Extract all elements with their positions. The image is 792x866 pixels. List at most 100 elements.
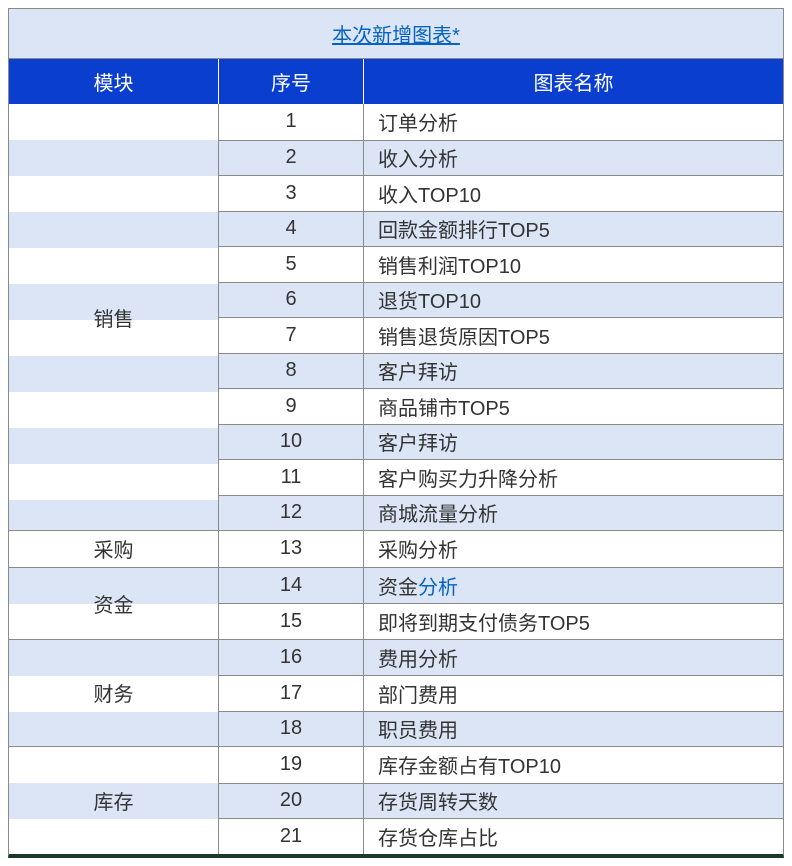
module-block: 库存19 库存金额占有TOP10 20 存货周转天数 21 存货仓库占比 [9, 746, 783, 854]
chart-name-text: 费用分析 [378, 643, 458, 672]
cell-index: 11 [219, 460, 364, 495]
table-body: 销售1 订单分析 2收入分析3 收入TOP10 4 回款金额排行TOP5 5 销售利润TOP1… [9, 104, 783, 854]
chart-name-text: 收入分析 [378, 143, 458, 172]
table-row: 15 即将到期支付债务TOP5 [219, 603, 783, 639]
table-row: 9 商品铺市TOP5 [219, 388, 783, 424]
table-row: 10 客户拜访 [219, 424, 783, 460]
header-module: 模块 [9, 59, 219, 104]
table-row: 8客户拜访 [219, 353, 783, 389]
cell-index: 10 [219, 425, 364, 460]
chart-name-text: 订单分析 [378, 107, 458, 136]
module-label: 财务 [9, 640, 219, 747]
cell-name: 销售利润TOP10 [364, 247, 783, 282]
chart-name-text: 存货仓库占比 [378, 822, 498, 851]
cell-name: 收入分析 [364, 141, 783, 176]
cell-name: 部门费用 [364, 676, 783, 711]
chart-name-text: 销售退货原因TOP5 [378, 321, 550, 350]
cell-index: 9 [219, 389, 364, 424]
module-label: 销售 [9, 104, 219, 530]
table-row: 4 回款金额排行TOP5 [219, 211, 783, 247]
module-block: 销售1 订单分析 2收入分析3 收入TOP10 4 回款金额排行TOP5 5 销售利润TOP1… [9, 104, 783, 530]
charts-table: 本次新增图表* 模块 序号 图表名称 销售1 订单分析 2收入分析3 收入TOP10 4… [8, 8, 784, 858]
module-block: 财务16 费用分析 17 部门费用 18职员费用 [9, 639, 783, 747]
module-block: 资金14资金分析15即将到期支付债务TOP5 [9, 567, 783, 639]
chart-name-text: 职员费用 [378, 714, 458, 743]
chart-name-text: 回款金额排行TOP5 [378, 214, 550, 243]
cell-name: 订单分析 [364, 104, 783, 140]
table-row: 3 收入TOP10 [219, 175, 783, 211]
cell-name: 收入TOP10 [364, 176, 783, 211]
table-row: 1 订单分析 [219, 104, 783, 140]
table-row: 16 费用分析 [219, 640, 783, 676]
cell-index: 20 [219, 784, 364, 819]
cell-index: 19 [219, 747, 364, 783]
cell-name: 采购分析 [364, 531, 783, 567]
chart-name-text: 存货周转天数 [378, 786, 498, 815]
module-label: 采购 [9, 531, 219, 567]
cell-index: 16 [219, 640, 364, 676]
chart-name-text: 资金 [378, 571, 418, 600]
table-row: 21 存货仓库占比 [219, 818, 783, 854]
table-row: 17 部门费用 [219, 675, 783, 711]
table-row: 20 存货周转天数 [219, 783, 783, 819]
chart-name-text: 客户拜访 [378, 427, 458, 456]
cell-index: 17 [219, 676, 364, 711]
chart-name-text: 采购分析 [378, 534, 458, 563]
cell-index: 15 [219, 604, 364, 639]
header-name: 图表名称 [364, 59, 783, 104]
table-row: 12 商城流量分析 [219, 495, 783, 531]
chart-name-text: 商城流量分析 [378, 498, 498, 527]
table-row: 7销售退货原因TOP5 [219, 317, 783, 353]
cell-name: 存货仓库占比 [364, 819, 783, 854]
cell-index: 4 [219, 212, 364, 247]
chart-name-link[interactable]: 分析 [418, 571, 458, 600]
cell-index: 14 [219, 568, 364, 604]
cell-name: 回款金额排行TOP5 [364, 212, 783, 247]
cell-index: 21 [219, 819, 364, 854]
cell-index: 1 [219, 104, 364, 140]
cell-name: 客户购买力升降分析 [364, 460, 783, 495]
cell-index: 5 [219, 247, 364, 282]
module-rows: 13 采购分析 [219, 531, 783, 567]
cell-index: 13 [219, 531, 364, 567]
table-row: 14 资金分析 [219, 568, 783, 604]
cell-name: 即将到期支付债务TOP5 [364, 604, 783, 639]
module-block: 采购13 采购分析 [9, 530, 783, 567]
table-title-row: 本次新增图表* [9, 9, 783, 59]
module-label: 库存 [9, 747, 219, 854]
table-row: 18职员费用 [219, 711, 783, 747]
module-rows: 16 费用分析 17 部门费用 18职员费用 [219, 640, 783, 747]
module-label: 资金 [9, 568, 219, 639]
table-title[interactable]: 本次新增图表* [332, 25, 460, 47]
chart-name-text: 退货TOP10 [378, 285, 481, 314]
chart-name-text: 部门费用 [378, 679, 458, 708]
cell-name: 客户拜访 [364, 425, 783, 460]
chart-name-text: 收入TOP10 [378, 179, 481, 208]
chart-name-text: 库存金额占有TOP10 [378, 750, 561, 779]
table-row: 19 库存金额占有TOP10 [219, 747, 783, 783]
cell-index: 3 [219, 176, 364, 211]
cell-name: 客户拜访 [364, 354, 783, 389]
module-rows: 14 资金分析 15 即将到期支付债务TOP5 [219, 568, 783, 639]
module-rows: 1 订单分析 2收入分析3 收入TOP10 4 回款金额排行TOP5 5 销售利润TOP10 6… [219, 104, 783, 530]
table-row: 13 采购分析 [219, 531, 783, 567]
table-header-row: 模块 序号 图表名称 [9, 59, 783, 104]
cell-index: 6 [219, 283, 364, 318]
cell-name: 退货TOP10 [364, 283, 783, 318]
cell-index: 8 [219, 354, 364, 389]
table-row: 5 销售利润TOP10 [219, 246, 783, 282]
chart-name-text: 即将到期支付债务TOP5 [378, 607, 590, 636]
chart-name-text: 商品铺市TOP5 [378, 392, 510, 421]
table-row: 6 退货TOP10 [219, 282, 783, 318]
cell-name: 商城流量分析 [364, 496, 783, 531]
table-row: 2收入分析 [219, 140, 783, 176]
header-index: 序号 [219, 59, 364, 104]
chart-name-text: 销售利润TOP10 [378, 250, 521, 279]
cell-name: 职员费用 [364, 712, 783, 747]
cell-name: 商品铺市TOP5 [364, 389, 783, 424]
cell-name: 费用分析 [364, 640, 783, 676]
cell-index: 12 [219, 496, 364, 531]
cell-name: 存货周转天数 [364, 784, 783, 819]
cell-name: 库存金额占有TOP10 [364, 747, 783, 783]
chart-name-text: 客户购买力升降分析 [378, 463, 558, 492]
